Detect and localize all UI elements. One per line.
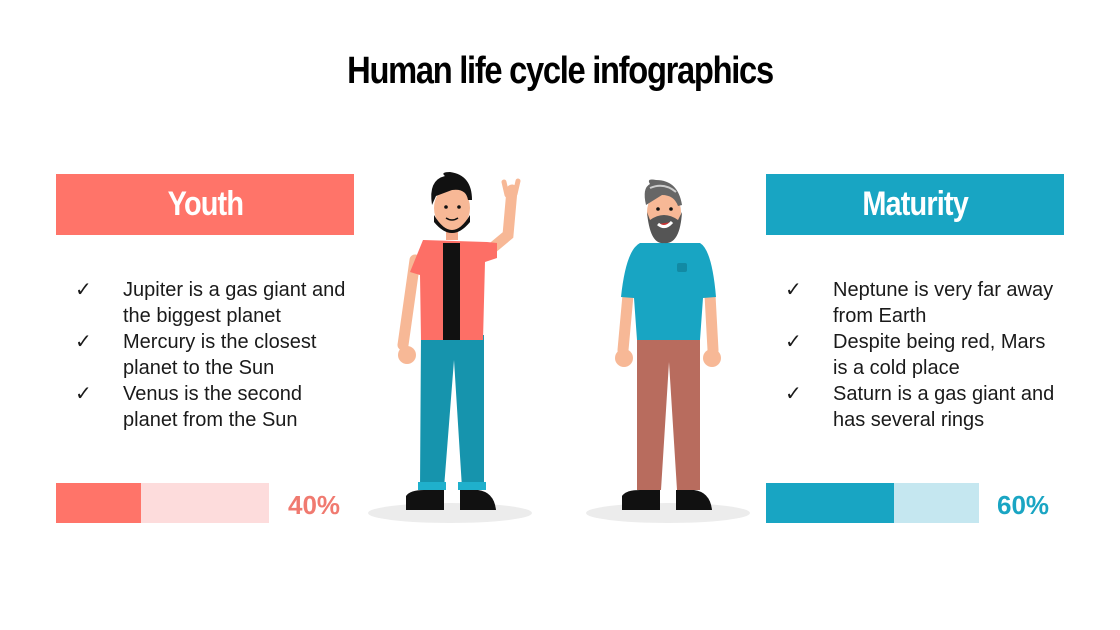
list-item: ✓ Venus is the second planet from the Sun (75, 381, 353, 433)
check-icon: ✓ (785, 279, 802, 301)
item-text: Mercury is the closest planet to the Sun (123, 331, 317, 379)
list-item: ✓ Despite being red, Mars is a cold place (785, 329, 1063, 381)
maturity-header: Maturity (766, 174, 1064, 235)
check-icon: ✓ (785, 383, 802, 405)
list-item: ✓ Mercury is the closest planet to the Su… (75, 329, 353, 381)
item-text: Despite being red, Mars is a cold place (833, 331, 1046, 379)
item-text: Saturn is a gas giant and has several ri… (833, 383, 1055, 431)
item-text: Venus is the second planet from the Sun (123, 383, 303, 431)
young-man-figure (368, 172, 532, 523)
list-item: ✓ Jupiter is a gas giant and the biggest … (75, 277, 353, 329)
youth-progress-bar (56, 483, 269, 523)
youth-progress-fill (56, 483, 142, 523)
maturity-progress-fill (766, 483, 894, 523)
youth-label: Youth (167, 185, 243, 223)
youth-list: ✓ Jupiter is a gas giant and the biggest … (75, 277, 353, 433)
youth-header: Youth (56, 174, 354, 235)
page-title: Human life cycle infographics (347, 50, 774, 92)
list-item: ✓ Saturn is a gas giant and has several r… (785, 381, 1063, 433)
list-item: ✓ Neptune is very far away from Earth (785, 277, 1063, 329)
item-text: Neptune is very far away from Earth (833, 279, 1054, 327)
item-text: Jupiter is a gas giant and the biggest p… (123, 279, 346, 327)
maturity-progress-bar (766, 483, 979, 523)
check-icon: ✓ (75, 383, 92, 405)
youth-progress-label: 40% (288, 490, 341, 520)
check-icon: ✓ (785, 331, 802, 353)
maturity-list: ✓ Neptune is very far away from Earth ✓ De… (785, 277, 1063, 433)
maturity-label: Maturity (862, 185, 968, 223)
check-icon: ✓ (75, 279, 92, 301)
check-icon: ✓ (75, 331, 92, 353)
maturity-progress-label: 60% (997, 490, 1050, 520)
old-man-figure (586, 179, 750, 523)
